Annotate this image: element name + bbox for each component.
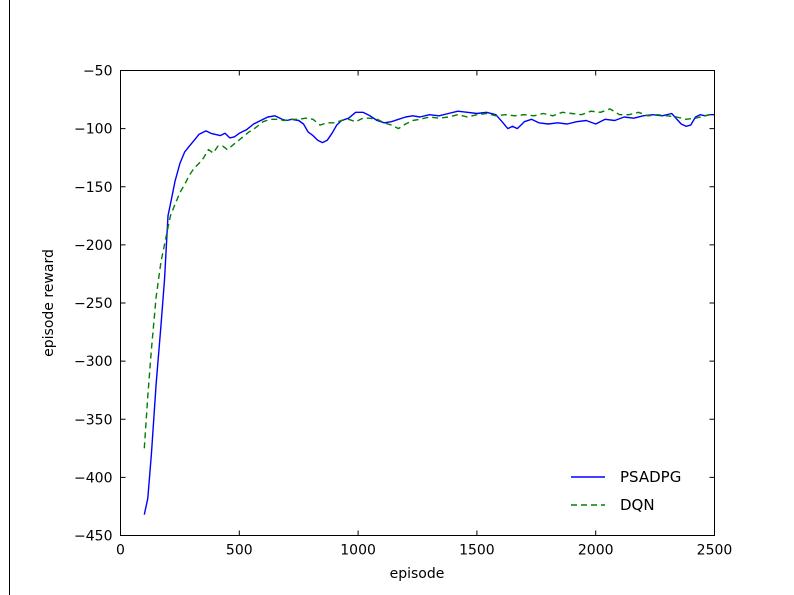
x-tick-label: 1500 (459, 543, 495, 559)
y-tick-label: −250 (74, 296, 112, 312)
series-layer (143, 108, 715, 515)
y-tick-label: −450 (74, 529, 112, 545)
legend-label-psadpg: PSADPG (620, 468, 681, 486)
x-tick-label: 2500 (697, 543, 733, 559)
series-line-psadpg (143, 110, 715, 515)
x-tick-label: 0 (116, 543, 125, 559)
y-tick-label: −200 (74, 238, 112, 254)
x-tick-label: 1000 (340, 543, 376, 559)
y-tick-label: −300 (74, 354, 112, 370)
y-tick-label: −350 (74, 412, 112, 428)
y-tick-label: −50 (83, 64, 113, 80)
y-tick-label: −150 (74, 180, 112, 196)
legend-label-dqn: DQN (620, 496, 655, 514)
series-line-dqn (143, 108, 715, 449)
legend: PSADPG DQN (571, 468, 681, 514)
tick-layer: 0 500 1000 1500 2000 2500 −50 −100 −150 −200 −250 −… (74, 64, 732, 559)
plot-area (120, 70, 715, 536)
x-tick-label: 2000 (578, 543, 614, 559)
y-axis-label: episode reward (41, 249, 57, 357)
y-tick-label: −100 (74, 122, 112, 138)
y-tick-label: −400 (74, 470, 112, 486)
x-axis-label: episode (390, 566, 445, 582)
x-tick-label: 500 (226, 543, 253, 559)
